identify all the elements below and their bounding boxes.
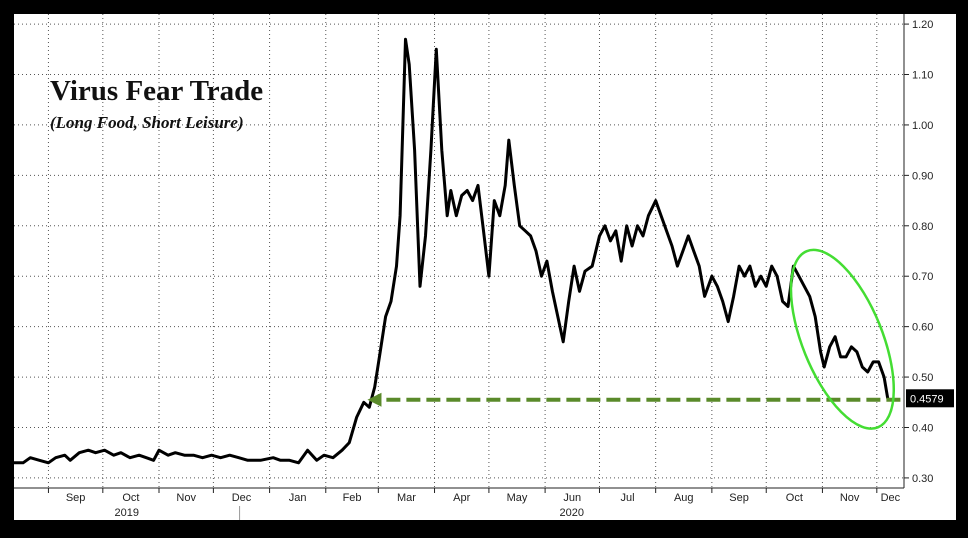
year-label: 2019 xyxy=(115,507,139,519)
chart-title: Virus Fear Trade xyxy=(50,75,263,107)
last-value-label: 0.4579 xyxy=(910,393,944,405)
y-tick-label: 0.50 xyxy=(912,372,933,384)
x-tick-label: Sep xyxy=(729,492,749,504)
series-line xyxy=(12,37,890,465)
x-axis-panel xyxy=(14,488,956,520)
x-tick-label: Apr xyxy=(453,492,470,504)
x-tick-label: Dec xyxy=(232,492,252,504)
annotations xyxy=(367,248,901,430)
y-tick-label: 0.80 xyxy=(912,221,933,233)
x-tick-label: Nov xyxy=(176,492,196,504)
y-tick-label: 0.70 xyxy=(912,271,933,283)
x-tick-label: Dec xyxy=(881,492,901,504)
x-tick-label: Oct xyxy=(786,492,803,504)
x-tick-label: Aug xyxy=(674,492,694,504)
x-tick-label: Jul xyxy=(621,492,635,504)
x-tick-label: Nov xyxy=(840,492,860,504)
x-tick-label: Jun xyxy=(563,492,581,504)
x-tick-label: Oct xyxy=(122,492,139,504)
last-value-badge: 0.4579 xyxy=(906,389,954,408)
gridlines xyxy=(14,14,904,488)
x-axis-ticks: Sep Oct Nov Dec Jan Feb Mar Apr May Jun Jul Aug Sep O… xyxy=(47,488,901,504)
arrow-head xyxy=(367,392,382,407)
highlight-ellipse xyxy=(789,248,896,430)
y-tick-label: 1.20 xyxy=(912,19,933,31)
y-axis-panel xyxy=(904,14,956,488)
x-tick-label: Feb xyxy=(343,492,362,504)
y-tick-label: 0.30 xyxy=(912,473,933,485)
chart-subtitle: (Long Food, Short Leisure) xyxy=(50,113,244,132)
y-axis-ticks: 0.30 0.40 0.50 0.60 0.70 0.80 0.90 1.00 1.10 1.20 xyxy=(904,19,933,485)
x-tick-label: May xyxy=(507,492,528,504)
year-labels: 2019 2020 xyxy=(115,506,584,520)
y-tick-label: 1.10 xyxy=(912,70,933,82)
x-tick-label: Jan xyxy=(289,492,307,504)
plot-background xyxy=(14,14,904,488)
y-tick-label: 0.60 xyxy=(912,322,933,334)
y-tick-label: 0.90 xyxy=(912,170,933,182)
last-value-box xyxy=(906,389,954,408)
y-tick-label: 1.00 xyxy=(912,120,933,132)
y-tick-label: 0.40 xyxy=(912,422,933,434)
x-tick-label: Sep xyxy=(66,492,86,504)
x-tick-label: Mar xyxy=(397,492,416,504)
year-label: 2020 xyxy=(560,507,584,519)
